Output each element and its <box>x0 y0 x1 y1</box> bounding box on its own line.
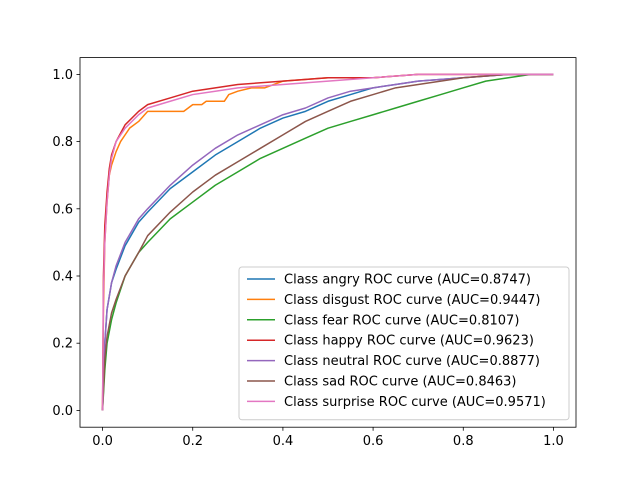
y-tick-label: 1.0 <box>52 68 73 83</box>
y-tick-label: 0.6 <box>52 202 73 217</box>
legend-label: Class neutral ROC curve (AUC=0.8877) <box>284 354 540 369</box>
y-tick-label: 0.4 <box>52 270 73 285</box>
plot-frame <box>79 57 577 428</box>
legend-label: Class fear ROC curve (AUC=0.8107) <box>284 313 519 328</box>
series-layer <box>101 73 554 411</box>
legend-label: Class happy ROC curve (AUC=0.9623) <box>284 334 534 349</box>
y-tick-label: 0.8 <box>52 135 73 150</box>
y-axis: 0.0 0.2 0.4 0.6 0.8 1.0 <box>52 68 80 419</box>
y-tick-label: 0.0 <box>52 404 73 419</box>
legend: Class angry ROC curve (AUC=0.8747) Class … <box>238 266 570 421</box>
legend-label: Class surprise ROC curve (AUC=0.9571) <box>284 395 546 410</box>
series-line-5 <box>101 73 554 411</box>
x-tick-label: 0.6 <box>363 434 384 449</box>
legend-box <box>238 266 570 421</box>
x-axis: 0.0 0.2 0.4 0.6 0.8 1.0 <box>92 427 564 449</box>
x-tick-label: 1.0 <box>543 434 564 449</box>
x-tick-label: 0.0 <box>92 434 113 449</box>
series-line-4 <box>101 73 554 411</box>
series-line-6 <box>101 73 554 411</box>
legend-label: Class disgust ROC curve (AUC=0.9447) <box>284 293 541 308</box>
legend-label: Class sad ROC curve (AUC=0.8463) <box>284 375 517 390</box>
series-line-3 <box>101 73 554 411</box>
x-tick-label: 0.8 <box>453 434 474 449</box>
x-tick-label: 0.4 <box>273 434 294 449</box>
legend-label: Class angry ROC curve (AUC=0.8747) <box>284 273 531 288</box>
x-tick-label: 0.2 <box>182 434 203 449</box>
series-line-2 <box>101 73 554 411</box>
y-tick-label: 0.2 <box>52 337 73 352</box>
